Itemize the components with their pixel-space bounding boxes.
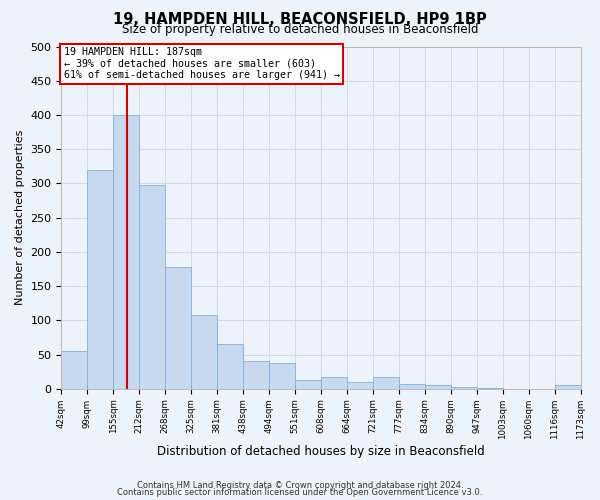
Bar [61,351,88,389]
Bar [399,384,425,389]
Bar [139,186,165,389]
Text: Contains HM Land Registry data © Crown copyright and database right 2024.: Contains HM Land Registry data © Crown c… [137,480,463,490]
Bar [191,315,217,389]
Text: 19, HAMPDEN HILL, BEACONSFIELD, HP9 1BP: 19, HAMPDEN HILL, BEACONSFIELD, HP9 1BP [113,12,487,28]
Bar [88,170,113,389]
X-axis label: Distribution of detached houses by size in Beaconsfield: Distribution of detached houses by size … [157,444,485,458]
Bar [165,267,191,389]
Y-axis label: Number of detached properties: Number of detached properties [15,130,25,306]
Bar [243,362,269,389]
Bar [425,386,451,389]
Bar [451,388,476,389]
Bar [217,344,243,389]
Bar [295,380,321,389]
Text: Size of property relative to detached houses in Beaconsfield: Size of property relative to detached ho… [122,22,478,36]
Bar [476,388,503,389]
Bar [113,115,139,389]
Text: Contains public sector information licensed under the Open Government Licence v3: Contains public sector information licen… [118,488,482,497]
Text: 19 HAMPDEN HILL: 187sqm
← 39% of detached houses are smaller (603)
61% of semi-d: 19 HAMPDEN HILL: 187sqm ← 39% of detache… [64,47,340,80]
Bar [269,363,295,389]
Bar [347,382,373,389]
Bar [321,376,347,389]
Bar [373,376,399,389]
Bar [554,386,581,389]
